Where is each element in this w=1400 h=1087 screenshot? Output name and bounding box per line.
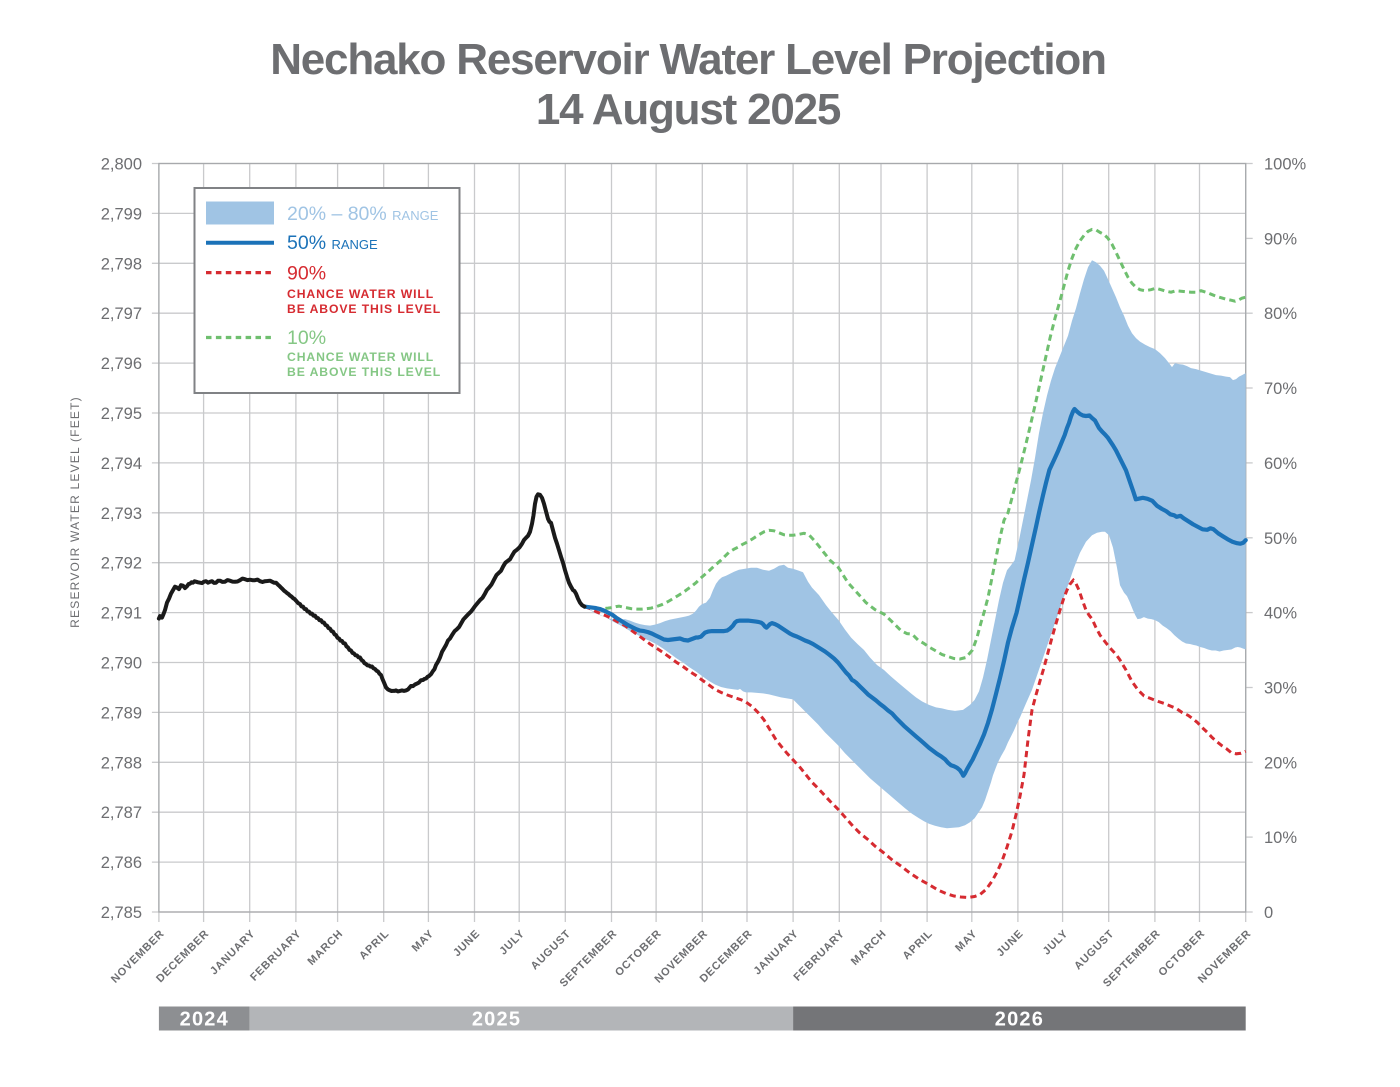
svg-text:2,799: 2,799 <box>101 205 142 223</box>
svg-text:Nechako Reservoir Water Level: Nechako Reservoir Water Level Projection <box>270 35 1106 84</box>
svg-text:2025: 2025 <box>472 1009 521 1031</box>
svg-text:BE ABOVE THIS LEVEL: BE ABOVE THIS LEVEL <box>287 302 441 316</box>
svg-text:10%: 10% <box>1264 829 1297 847</box>
svg-text:20%: 20% <box>1264 754 1297 772</box>
svg-text:2,791: 2,791 <box>101 605 142 623</box>
svg-text:10%: 10% <box>287 327 326 349</box>
svg-text:50% RANGE: 50% RANGE <box>287 232 378 254</box>
svg-text:0: 0 <box>1264 904 1273 922</box>
svg-text:2,787: 2,787 <box>101 804 142 822</box>
svg-text:CHANCE WATER WILL: CHANCE WATER WILL <box>287 350 434 364</box>
svg-text:2,794: 2,794 <box>101 455 142 473</box>
svg-text:CHANCE WATER WILL: CHANCE WATER WILL <box>287 287 434 301</box>
svg-text:2,800: 2,800 <box>101 156 142 174</box>
svg-text:RESERVOIR WATER LEVEL (FEET): RESERVOIR WATER LEVEL (FEET) <box>68 396 82 628</box>
svg-text:90%: 90% <box>1264 230 1297 248</box>
svg-text:2,796: 2,796 <box>101 355 142 373</box>
svg-text:2,785: 2,785 <box>101 904 142 922</box>
svg-text:2026: 2026 <box>995 1009 1044 1031</box>
svg-text:30%: 30% <box>1264 680 1297 698</box>
svg-text:70%: 70% <box>1264 380 1297 398</box>
svg-text:50%: 50% <box>1264 530 1297 548</box>
svg-text:2,798: 2,798 <box>101 255 142 273</box>
svg-text:2,795: 2,795 <box>101 405 142 423</box>
svg-text:90%: 90% <box>287 263 326 285</box>
svg-text:2,786: 2,786 <box>101 854 142 872</box>
svg-text:2,788: 2,788 <box>101 754 142 772</box>
svg-text:100%: 100% <box>1264 156 1307 174</box>
svg-text:60%: 60% <box>1264 455 1297 473</box>
svg-text:14 August 2025: 14 August 2025 <box>536 85 841 134</box>
svg-text:2,797: 2,797 <box>101 305 142 323</box>
svg-text:2,793: 2,793 <box>101 505 142 523</box>
svg-text:80%: 80% <box>1264 305 1297 323</box>
svg-text:2,792: 2,792 <box>101 555 142 573</box>
svg-text:40%: 40% <box>1264 605 1297 623</box>
svg-text:20% – 80% RANGE: 20% – 80% RANGE <box>287 203 439 225</box>
svg-text:2024: 2024 <box>180 1009 229 1031</box>
svg-text:BE ABOVE THIS LEVEL: BE ABOVE THIS LEVEL <box>287 365 441 379</box>
svg-text:2,789: 2,789 <box>101 704 142 722</box>
svg-text:2,790: 2,790 <box>101 655 142 673</box>
